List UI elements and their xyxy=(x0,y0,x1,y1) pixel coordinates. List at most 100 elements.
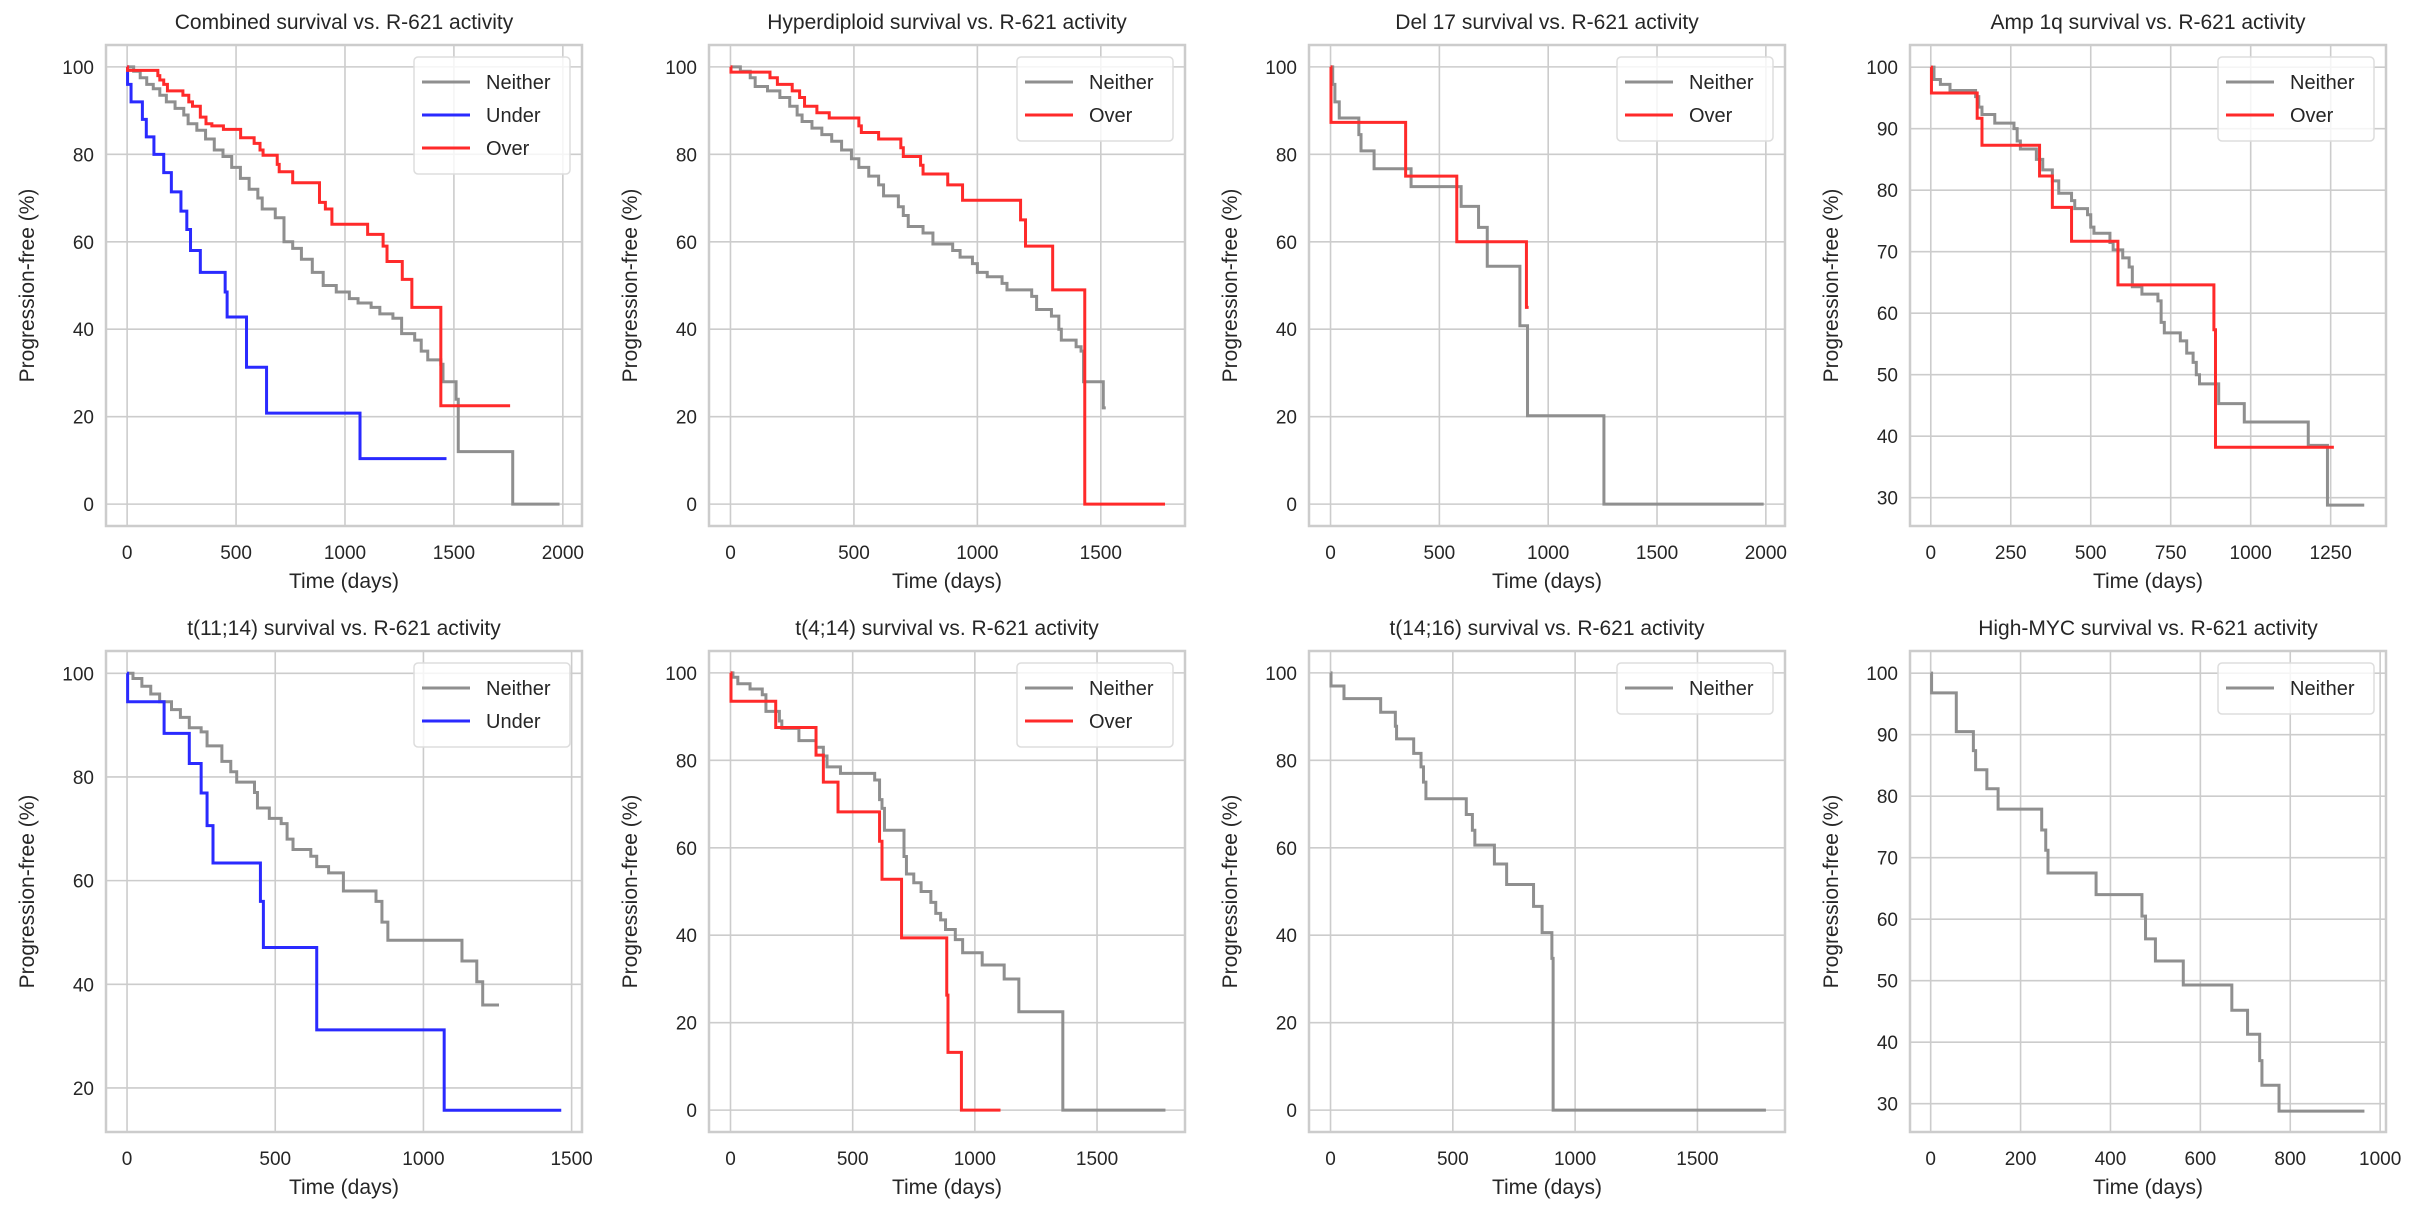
axes-frame xyxy=(707,649,1187,1134)
x-tick-label: 500 xyxy=(220,543,252,564)
y-tick-label: 80 xyxy=(676,751,697,772)
legend: Neither Under Over xyxy=(413,56,571,175)
x-tick-label: 1000 xyxy=(1527,543,1569,564)
legend-box xyxy=(1016,662,1174,748)
legend-label: Neither xyxy=(1689,72,1754,94)
subplot: 0 500 1000 1500 20 40 60 80 100 t(11;14) survival… xyxy=(16,617,593,1199)
subplot-title: t(11;14) survival vs. R-621 activity xyxy=(187,617,501,640)
subplot-title: Hyperdiploid survival vs. R-621 activity xyxy=(767,11,1127,34)
y-tick-label: 20 xyxy=(676,1014,697,1035)
x-tick-label: 1000 xyxy=(954,1149,996,1170)
legend-label: Neither xyxy=(486,678,551,700)
y-tick-label: 100 xyxy=(1265,664,1297,685)
y-tick-label: 60 xyxy=(73,233,94,254)
x-tick-label: 0 xyxy=(725,1149,736,1170)
survival-curve-over xyxy=(126,65,511,408)
y-tick-label: 40 xyxy=(676,320,697,341)
y-tick-label: 50 xyxy=(1877,972,1898,993)
survival-curve-neither xyxy=(127,65,560,506)
x-tick-label: 1500 xyxy=(550,1149,592,1170)
y-tick-label: 100 xyxy=(665,58,697,79)
y-tick-label: 50 xyxy=(1877,366,1898,387)
x-axis-label: Time (days) xyxy=(289,570,399,593)
x-tick-label: 1000 xyxy=(402,1149,444,1170)
x-tick-label: 500 xyxy=(1424,543,1456,564)
x-axis-label: Time (days) xyxy=(289,1176,399,1199)
x-tick-label: 1000 xyxy=(2230,543,2272,564)
subplot: 0 500 1000 1500 2000 0 20 40 60 80 100 Del 17 survi… xyxy=(1219,11,1787,593)
legend-label: Neither xyxy=(1689,678,1754,700)
x-tick-label: 0 xyxy=(1925,1149,1936,1170)
y-tick-label: 60 xyxy=(676,233,697,254)
survival-curve-neither xyxy=(730,65,1106,410)
y-tick-label: 100 xyxy=(62,58,94,79)
y-axis-label: Progression-free (%) xyxy=(16,189,39,383)
y-axis-label: Progression-free (%) xyxy=(16,795,39,989)
subplot-title: t(4;14) survival vs. R-621 activity xyxy=(795,617,1099,640)
legend-box xyxy=(413,56,571,175)
y-tick-label: 40 xyxy=(676,926,697,947)
subplot: 0 500 1000 1500 0 20 40 60 80 100 t(4;14) survival… xyxy=(619,617,1187,1199)
x-axis-label: Time (days) xyxy=(892,1176,1002,1199)
survival-curve-neither xyxy=(127,671,500,1007)
y-tick-label: 90 xyxy=(1877,726,1898,747)
y-axis-label: Progression-free (%) xyxy=(1820,189,1843,383)
legend-label: Under xyxy=(486,105,541,127)
legend-label: Neither xyxy=(1089,678,1154,700)
y-tick-label: 20 xyxy=(73,408,94,429)
y-tick-label: 70 xyxy=(1877,849,1898,870)
y-axis-label: Progression-free (%) xyxy=(1219,189,1242,383)
x-tick-label: 500 xyxy=(837,1149,869,1170)
y-tick-label: 30 xyxy=(1877,1095,1898,1116)
y-tick-label: 0 xyxy=(686,1101,697,1122)
survival-curve-neither xyxy=(1329,671,1766,1112)
legend-box xyxy=(2217,56,2375,142)
y-tick-label: 100 xyxy=(62,664,94,685)
x-axis-label: Time (days) xyxy=(2093,570,2203,593)
x-tick-label: 1500 xyxy=(1676,1149,1718,1170)
subplot: 0 500 1000 1500 2000 0 20 40 60 80 100 Combined sur… xyxy=(16,11,584,593)
y-tick-label: 80 xyxy=(676,145,697,166)
y-tick-label: 40 xyxy=(73,320,94,341)
axes-frame xyxy=(1908,43,2388,528)
y-tick-label: 20 xyxy=(1276,1014,1297,1035)
axes-frame xyxy=(1908,649,2388,1134)
x-axis-label: Time (days) xyxy=(1492,570,1602,593)
x-tick-label: 500 xyxy=(838,543,870,564)
subplot: 0 500 1000 1500 0 20 40 60 80 100 Hyperdiploid sur… xyxy=(619,11,1187,593)
y-tick-label: 80 xyxy=(1877,181,1898,202)
y-tick-label: 60 xyxy=(1276,233,1297,254)
y-tick-label: 0 xyxy=(686,495,697,516)
x-tick-label: 0 xyxy=(725,543,736,564)
y-tick-label: 100 xyxy=(665,664,697,685)
x-tick-label: 400 xyxy=(2095,1149,2127,1170)
y-tick-label: 60 xyxy=(1877,910,1898,931)
legend-box xyxy=(1616,56,1774,142)
x-axis-label: Time (days) xyxy=(892,570,1002,593)
y-tick-label: 80 xyxy=(1276,145,1297,166)
y-tick-label: 20 xyxy=(73,1079,94,1100)
subplot: 0 250 500 750 1000 1250 30 40 50 60 70 80 90 100 Amp 1… xyxy=(1820,11,2388,593)
y-tick-label: 100 xyxy=(1866,58,1898,79)
x-tick-label: 1000 xyxy=(2359,1149,2401,1170)
x-tick-label: 0 xyxy=(122,543,133,564)
legend-label: Over xyxy=(486,138,530,160)
x-tick-label: 0 xyxy=(1325,543,1336,564)
x-tick-label: 500 xyxy=(1437,1149,1469,1170)
legend: Neither Under xyxy=(413,662,571,748)
axes-frame xyxy=(707,43,1187,528)
y-tick-label: 40 xyxy=(1276,926,1297,947)
y-tick-label: 80 xyxy=(1276,751,1297,772)
legend: Neither xyxy=(1616,662,1774,715)
x-tick-label: 1500 xyxy=(433,543,475,564)
axes-frame xyxy=(1307,43,1787,528)
x-tick-label: 500 xyxy=(259,1149,291,1170)
x-tick-label: 200 xyxy=(2005,1149,2037,1170)
survival-curve-neither xyxy=(1930,671,2365,1113)
axes-frame xyxy=(1307,649,1787,1134)
y-tick-label: 80 xyxy=(73,145,94,166)
y-tick-label: 40 xyxy=(1877,1033,1898,1054)
y-tick-label: 60 xyxy=(676,839,697,860)
y-tick-label: 30 xyxy=(1877,489,1898,510)
